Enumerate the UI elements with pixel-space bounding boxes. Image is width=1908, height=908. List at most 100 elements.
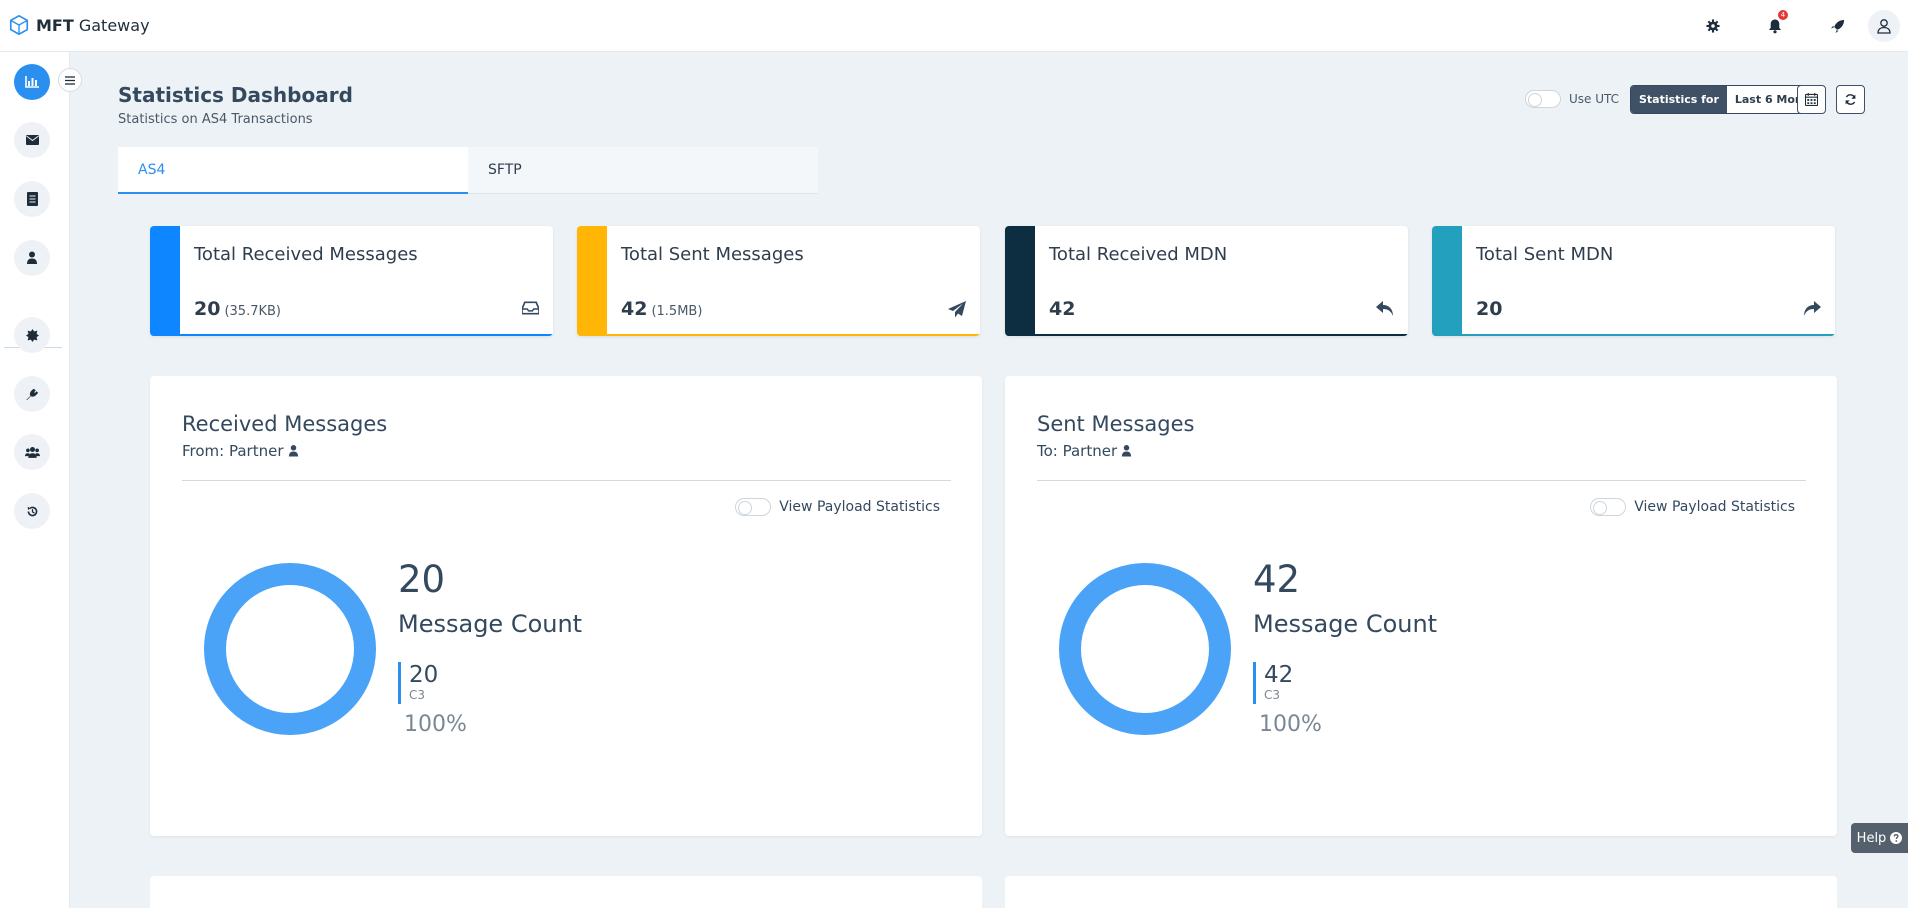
stat-card-total-sent-messages: Total Sent Messages 42 (1.5MB) <box>577 226 980 336</box>
calendar-icon <box>1805 93 1818 106</box>
use-utc-label: Use UTC <box>1569 92 1620 106</box>
legend-value: 20 <box>409 662 439 688</box>
panel-subtitle: From: Partner <box>182 442 299 460</box>
cube-logo-icon <box>9 14 29 36</box>
envelope-icon <box>25 135 39 145</box>
tab-as4[interactable]: AS4 <box>118 147 468 194</box>
card-value: 20 <box>1476 298 1503 320</box>
card-value: 42 (1.5MB) <box>621 298 703 320</box>
question-circle-icon <box>1890 832 1903 844</box>
notifications-button[interactable]: 4 <box>1744 0 1806 52</box>
message-count-donut-chart <box>1059 563 1231 735</box>
calendar-button[interactable] <box>1797 85 1826 114</box>
sidebar-item-certificates[interactable] <box>14 317 50 353</box>
card-underline <box>1005 334 1408 336</box>
top-bar: MFT Gateway 4 <box>0 0 1908 52</box>
panel-divider <box>1037 480 1806 481</box>
card-title: Total Sent MDN <box>1476 244 1614 265</box>
card-underline <box>150 334 553 336</box>
user-menu-button[interactable] <box>1868 10 1900 42</box>
legend-item-c3: 42 C3 <box>1253 662 1293 704</box>
card-underline <box>577 334 980 336</box>
partner-user-icon <box>1122 445 1132 457</box>
panel-title: Sent Messages <box>1037 412 1195 436</box>
donut-slice-c3[interactable] <box>204 563 376 735</box>
stat-card-total-received-messages: Total Received Messages 20 (35.7KB) <box>150 226 553 336</box>
legend-item-c3: 20 C3 <box>398 662 438 704</box>
panel-subtitle: To: Partner <box>1037 442 1132 460</box>
notification-badge: 4 <box>1778 10 1788 20</box>
legend-percent: 100% <box>404 712 467 737</box>
sidebar <box>0 52 70 908</box>
refresh-button[interactable] <box>1836 85 1865 114</box>
bell-icon <box>1769 19 1781 34</box>
sent-messages-panel: Sent Messages To: Partner View Payload S… <box>1005 376 1837 836</box>
gear-icon <box>1706 19 1720 33</box>
launch-button[interactable] <box>1806 0 1868 52</box>
statistics-range-selector[interactable]: Statistics for Last 6 Month <box>1630 85 1825 114</box>
sidebar-item-statistics[interactable] <box>14 64 50 100</box>
history-icon <box>27 506 37 516</box>
page-subtitle: Statistics on AS4 Transactions <box>118 112 313 127</box>
document-icon <box>26 192 38 206</box>
card-title: Total Received Messages <box>194 244 418 265</box>
stat-card-total-received-mdn: Total Received MDN 42 <box>1005 226 1408 336</box>
paper-plane-icon <box>948 301 966 318</box>
protocol-tabs: AS4 SFTP <box>118 147 818 194</box>
legend-percent: 100% <box>1259 712 1322 737</box>
refresh-icon <box>1845 94 1856 105</box>
page-title: Statistics Dashboard <box>118 83 353 107</box>
sidebar-toggle-button[interactable] <box>58 68 82 92</box>
card-accent-bar <box>150 226 180 336</box>
certificate-icon <box>25 328 39 342</box>
bar-chart-icon <box>25 76 39 88</box>
legend-name: C3 <box>1264 688 1281 702</box>
payload-stats-control: View Payload Statistics <box>1590 498 1795 516</box>
sidebar-item-connectors[interactable] <box>14 376 50 412</box>
partner-user-icon <box>27 251 37 264</box>
help-label: Help <box>1856 830 1887 846</box>
donut-slice-c3[interactable] <box>1059 563 1231 735</box>
statistics-for-label: Statistics for <box>1631 86 1727 113</box>
card-value: 20 (35.7KB) <box>194 298 281 320</box>
sidebar-item-users[interactable] <box>14 434 50 470</box>
sidebar-item-history[interactable] <box>14 493 50 529</box>
tab-sftp[interactable]: SFTP <box>468 147 818 194</box>
card-accent-bar <box>577 226 607 336</box>
card-accent-bar <box>1005 226 1035 336</box>
card-title: Total Received MDN <box>1049 244 1228 265</box>
payload-stats-control: View Payload Statistics <box>735 498 940 516</box>
panel-divider <box>182 480 951 481</box>
help-button[interactable]: Help <box>1851 823 1908 853</box>
sidebar-item-messages[interactable] <box>14 122 50 158</box>
rocket-icon <box>1830 19 1844 33</box>
sidebar-item-partners[interactable] <box>14 240 50 276</box>
payload-stats-toggle[interactable] <box>1590 498 1627 516</box>
hamburger-menu-icon <box>65 75 75 85</box>
message-count-donut-chart <box>204 563 376 735</box>
card-value: 42 <box>1049 298 1076 320</box>
user-icon <box>1877 19 1891 34</box>
partner-user-icon <box>288 445 298 457</box>
card-underline <box>1432 334 1835 336</box>
sidebar-item-documents[interactable] <box>14 181 50 217</box>
brand[interactable]: MFT Gateway <box>8 14 150 36</box>
legend-name: C3 <box>409 688 426 702</box>
inbox-icon <box>522 301 539 315</box>
brand-name: MFT Gateway <box>36 15 150 35</box>
legend-value: 42 <box>1264 662 1294 688</box>
lower-right-panel <box>1005 876 1837 908</box>
share-icon <box>1804 301 1821 316</box>
users-icon <box>24 447 40 458</box>
card-title: Total Sent Messages <box>621 244 804 265</box>
stat-card-total-sent-mdn: Total Sent MDN 20 <box>1432 226 1835 336</box>
use-utc-toggle[interactable] <box>1525 90 1561 108</box>
payload-stats-label: View Payload Statistics <box>1634 499 1795 515</box>
panel-title: Received Messages <box>182 412 388 436</box>
message-count-value: 20 <box>398 558 446 601</box>
message-count-label: Message Count <box>1253 610 1438 638</box>
reply-icon <box>1376 301 1393 316</box>
message-count-value: 42 <box>1253 558 1301 601</box>
settings-button[interactable] <box>1682 0 1744 52</box>
payload-stats-toggle[interactable] <box>735 498 772 516</box>
